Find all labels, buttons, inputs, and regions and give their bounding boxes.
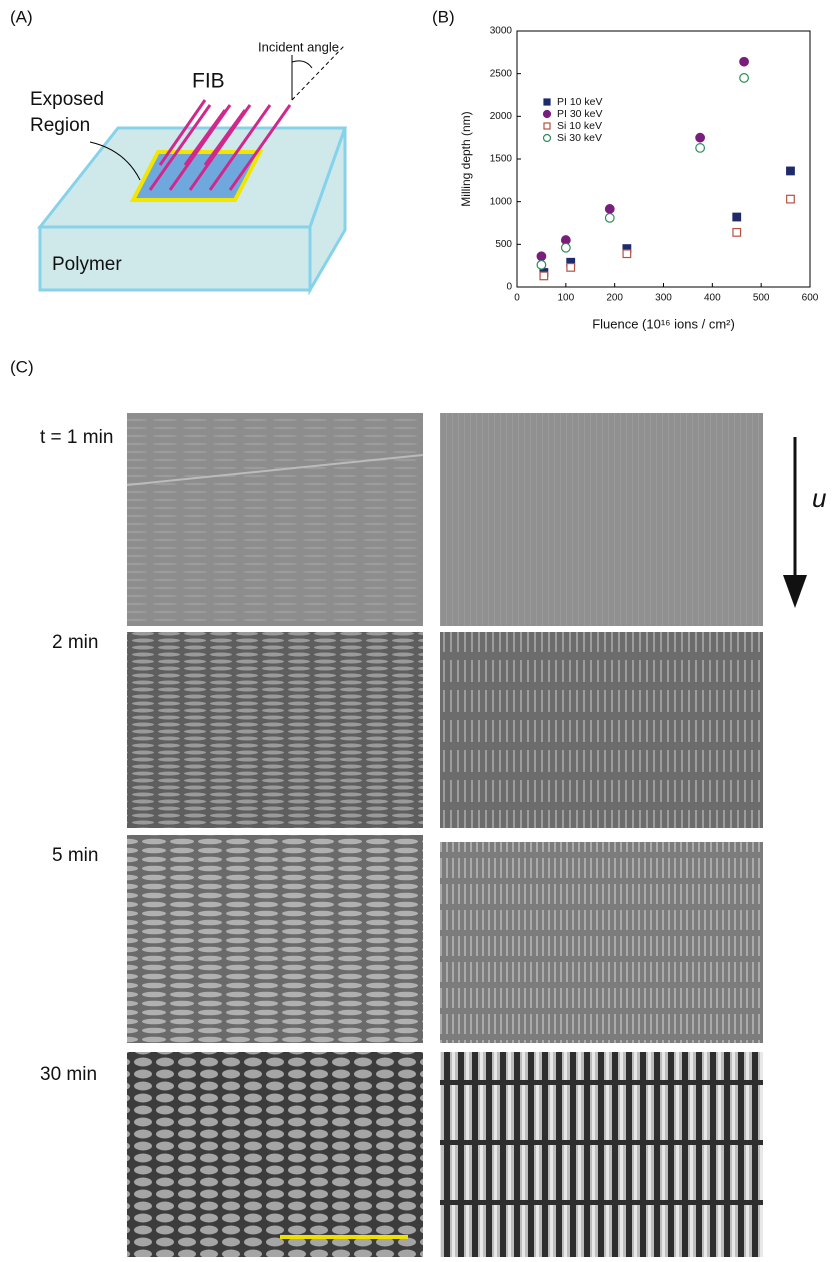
x-tick-label: 0 [514, 293, 520, 304]
legend-label: PI 10 keV [557, 96, 603, 108]
ion-beams [148, 99, 292, 191]
pointer-arrow [89, 141, 141, 181]
sem-image [127, 413, 423, 626]
x-tick-label: 100 [557, 293, 574, 304]
y-axis-label: Milling depth (nm) [459, 111, 473, 206]
row-label: t = 1 min [40, 427, 113, 448]
legend-marker [543, 122, 551, 130]
x-tick-label: 600 [802, 293, 819, 304]
data-point [566, 262, 576, 272]
panel-label: (B) [432, 7, 455, 26]
sem-image [127, 835, 423, 1043]
panel-label: (A) [10, 7, 33, 26]
flow-label: u [812, 483, 826, 513]
sem-image [440, 632, 763, 828]
y-tick-label: 2000 [490, 111, 513, 122]
y-tick-label: 1000 [490, 196, 513, 207]
sem-image [127, 1052, 423, 1257]
data-point [560, 242, 571, 253]
y-tick-label: 500 [495, 239, 512, 250]
incidence-line [291, 44, 346, 101]
data-point [732, 212, 742, 222]
x-axis-label: Fluence (10¹⁶ ions / cm²) [592, 316, 735, 331]
annotation: Region [30, 115, 90, 136]
y-tick-label: 3000 [490, 26, 513, 37]
data-point [739, 56, 749, 67]
data-point [604, 212, 615, 223]
data-point [695, 143, 706, 153]
sem-image [440, 413, 763, 626]
data-point [739, 73, 749, 83]
legend-marker [542, 133, 552, 143]
flow-arrowhead [783, 575, 807, 608]
data-point [786, 166, 795, 176]
legend-label: Si 30 keV [557, 132, 602, 144]
sem-image [440, 1052, 763, 1257]
data-point [536, 259, 547, 270]
y-tick-label: 0 [506, 282, 512, 293]
row-label: 5 min [52, 845, 98, 866]
data-point [622, 249, 632, 259]
annotation: Exposed [30, 89, 104, 110]
legend-marker [543, 98, 551, 106]
legend-label: PI 30 keV [557, 108, 603, 120]
data-point [604, 204, 615, 214]
legend-label: Si 10 keV [557, 120, 602, 132]
data-point [539, 271, 549, 281]
scratch [126, 454, 424, 486]
annotation: Polymer [52, 254, 122, 275]
sem-images [126, 413, 763, 1257]
angle-arc [291, 60, 313, 69]
legend-marker [542, 109, 552, 119]
sem-image [127, 632, 423, 828]
plot-frame [516, 30, 811, 288]
y-tick-label: 2500 [490, 68, 513, 79]
scatter-chart: 0 100 200 300 400 500 600 0 500 1000 1500 2000 2500 3… [459, 26, 819, 332]
row-label: 30 min [40, 1064, 97, 1085]
data-point [732, 227, 742, 237]
x-tick-label: 200 [606, 293, 623, 304]
data-point [536, 251, 547, 262]
panel-label: (C) [10, 357, 34, 376]
x-tick-label: 400 [704, 293, 721, 304]
row-label: 2 min [52, 632, 98, 653]
data-point [786, 194, 795, 204]
x-tick-label: 500 [753, 293, 770, 304]
annotation: Incident angle [258, 39, 339, 54]
x-tick-label: 300 [655, 293, 672, 304]
y-tick-label: 1500 [490, 154, 513, 165]
data-point [695, 132, 706, 143]
annotation: FIB [192, 70, 225, 93]
sem-image [440, 842, 763, 1043]
